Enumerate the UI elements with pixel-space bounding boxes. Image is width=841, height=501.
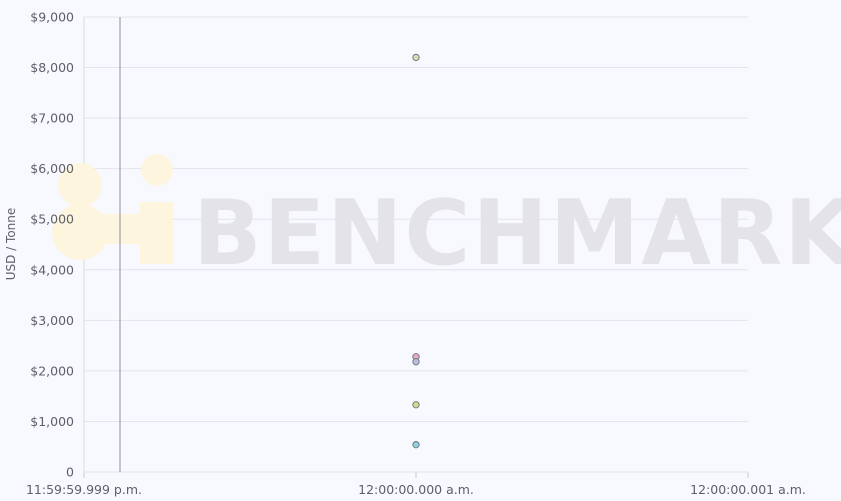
- y-tick-label: $2,000: [30, 363, 74, 378]
- data-point[interactable]: [412, 401, 420, 409]
- x-tick-label: 12:00:00.000 a.m.: [358, 482, 474, 497]
- benchmark-logo-icon: [52, 154, 173, 264]
- data-point[interactable]: [412, 441, 420, 449]
- y-tick-label: $9,000: [30, 10, 74, 25]
- y-tick-label: 0: [66, 465, 74, 480]
- data-point[interactable]: [412, 53, 420, 62]
- x-tick-label: 12:00:00.001 a.m.: [690, 482, 806, 497]
- x-tick-label: 11:59:59.999 p.m.: [26, 482, 142, 497]
- y-tick-label: $3,000: [30, 313, 74, 328]
- y-axis-title: USD / Tonne: [4, 208, 18, 281]
- y-tick-label: $8,000: [30, 60, 74, 75]
- y-tick-label: $5,000: [30, 212, 74, 227]
- grid-lines: [83, 16, 748, 473]
- y-tick-labels: 0 $1,000 $2,000 $3,000 $4,000 $5,000 $6,000 $7,…: [30, 10, 74, 480]
- data-points: [412, 53, 420, 449]
- y-tick-label: $7,000: [30, 111, 74, 126]
- data-point[interactable]: [412, 358, 420, 366]
- y-tick-label: $4,000: [30, 262, 74, 277]
- watermark-text: BENCHMARK: [193, 181, 841, 286]
- benchmark-watermark: BENCHMARK: [52, 154, 841, 286]
- x-tick-labels: 11:59:59.999 p.m. 12:00:00.000 a.m. 12:00:…: [26, 472, 806, 497]
- y-tick-label: $6,000: [30, 161, 74, 176]
- y-tick-label: $1,000: [30, 414, 74, 429]
